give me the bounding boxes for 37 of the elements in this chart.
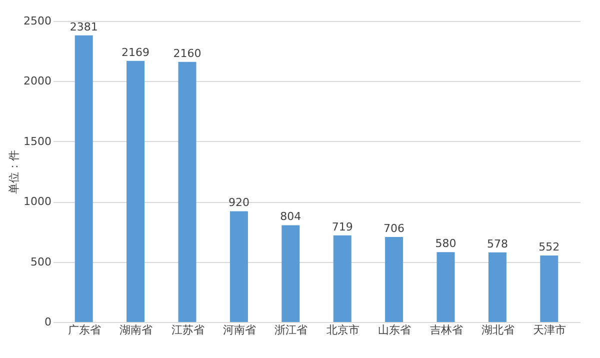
x-tick-label: 山东省 bbox=[378, 324, 412, 336]
bar bbox=[436, 252, 455, 322]
data-label: 552 bbox=[538, 240, 560, 254]
bar bbox=[178, 62, 196, 322]
y-tick-label: 2500 bbox=[24, 14, 52, 28]
x-tick-label: 江苏省 bbox=[171, 324, 204, 336]
bar bbox=[333, 235, 352, 322]
data-label: 706 bbox=[384, 222, 405, 235]
data-label: 2160 bbox=[173, 46, 202, 60]
bar bbox=[74, 35, 93, 322]
data-label: 578 bbox=[486, 237, 508, 250]
x-tick-label: 天津市 bbox=[533, 324, 566, 336]
x-tick-label: 北京市 bbox=[326, 324, 360, 336]
bar bbox=[230, 211, 248, 322]
x-tick-label: 河南省 bbox=[222, 324, 256, 336]
y-tick-label: 0 bbox=[44, 316, 52, 328]
bar bbox=[282, 225, 300, 322]
x-tick-label: 吉林省 bbox=[430, 324, 463, 336]
data-label: 719 bbox=[332, 220, 353, 234]
data-label: 580 bbox=[435, 237, 456, 250]
data-label: 920 bbox=[228, 196, 250, 210]
bar bbox=[385, 237, 404, 322]
data-label: 804 bbox=[280, 210, 302, 224]
y-tick-label: 2000 bbox=[24, 74, 52, 88]
bar bbox=[488, 252, 506, 322]
data-label: 2381 bbox=[70, 20, 98, 34]
bar bbox=[126, 60, 145, 322]
bar bbox=[540, 256, 558, 322]
y-tick-label: 500 bbox=[30, 255, 52, 268]
y-axis-title: 单位：件 bbox=[8, 150, 21, 194]
y-tick-label: 1500 bbox=[24, 134, 52, 148]
x-tick-label: 湖北省 bbox=[481, 324, 514, 336]
data-label: 2169 bbox=[122, 46, 150, 59]
x-tick-label: 浙江省 bbox=[274, 324, 308, 336]
x-tick-label: 广东省 bbox=[68, 324, 101, 336]
x-tick-label: 湖南省 bbox=[120, 324, 153, 336]
y-tick-label: 1000 bbox=[24, 195, 52, 208]
